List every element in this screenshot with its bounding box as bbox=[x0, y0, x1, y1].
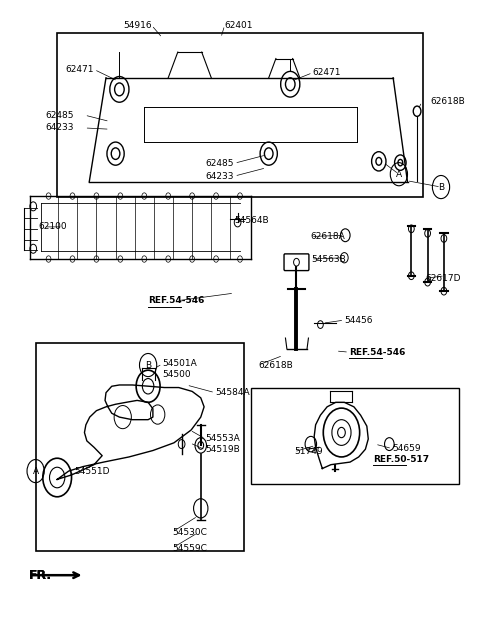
Text: 54916: 54916 bbox=[123, 21, 152, 30]
Text: FR.: FR. bbox=[28, 569, 51, 582]
Text: 64233: 64233 bbox=[206, 172, 234, 180]
Text: 62618B: 62618B bbox=[431, 97, 465, 106]
Text: 62485: 62485 bbox=[206, 159, 234, 168]
Text: 54659: 54659 bbox=[392, 444, 421, 453]
Text: 54584A: 54584A bbox=[215, 388, 250, 397]
Text: 54551D: 54551D bbox=[74, 467, 109, 475]
Text: A: A bbox=[33, 467, 39, 475]
Text: FR.: FR. bbox=[28, 569, 51, 582]
Text: 62100: 62100 bbox=[38, 222, 67, 231]
Text: B: B bbox=[438, 182, 444, 191]
Text: 62401: 62401 bbox=[225, 21, 253, 30]
Text: 54456: 54456 bbox=[344, 316, 373, 325]
Text: 54530C: 54530C bbox=[172, 527, 207, 536]
Text: 62485: 62485 bbox=[45, 111, 73, 120]
Text: A: A bbox=[396, 170, 402, 178]
Text: 54501A: 54501A bbox=[162, 359, 197, 368]
Text: 54553A: 54553A bbox=[205, 435, 240, 444]
Text: 62617D: 62617D bbox=[426, 274, 461, 283]
Text: REF.50-517: REF.50-517 bbox=[373, 455, 429, 464]
Text: REF.54-546: REF.54-546 bbox=[349, 348, 406, 357]
Text: 54500: 54500 bbox=[162, 370, 191, 379]
Text: 62618A: 62618A bbox=[311, 232, 346, 241]
Text: 62471: 62471 bbox=[66, 65, 94, 74]
Text: 54519B: 54519B bbox=[205, 446, 240, 455]
Text: 54563B: 54563B bbox=[311, 254, 346, 263]
Text: 64233: 64233 bbox=[45, 124, 73, 133]
Text: 62471: 62471 bbox=[313, 68, 341, 77]
Text: 62618B: 62618B bbox=[258, 361, 293, 370]
Text: 54564B: 54564B bbox=[234, 216, 269, 225]
Text: B: B bbox=[145, 361, 151, 370]
Text: REF.54-546: REF.54-546 bbox=[148, 296, 204, 305]
Text: 51749: 51749 bbox=[294, 448, 323, 457]
Text: 54559C: 54559C bbox=[172, 544, 207, 553]
